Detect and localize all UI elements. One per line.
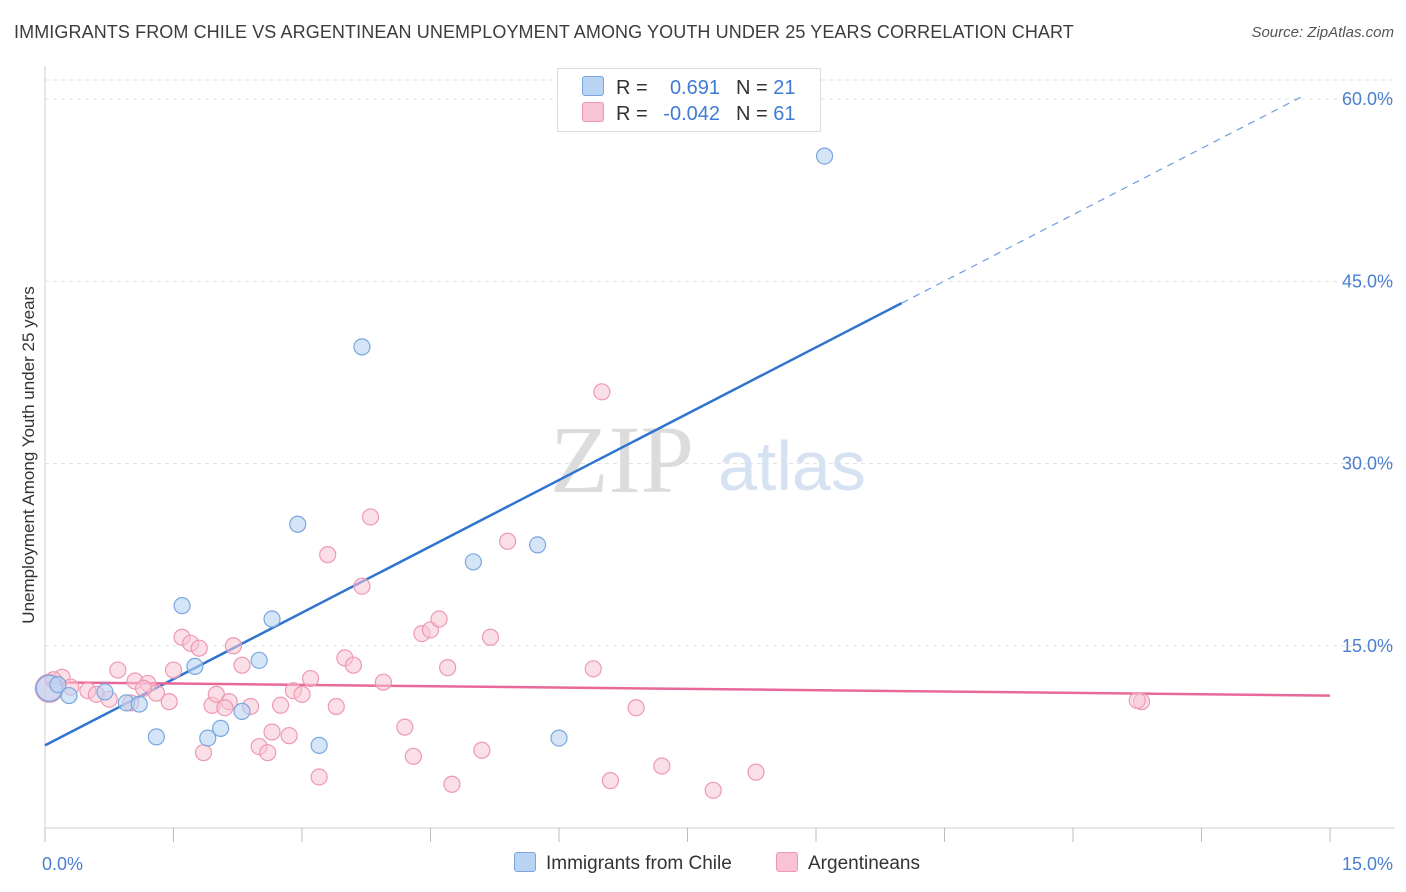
chile-swatch — [514, 852, 536, 872]
n-label: N = — [736, 77, 768, 99]
argentineans-point — [653, 757, 671, 775]
legend-row-argentineans: R = -0.042 N = 61 — [582, 102, 796, 126]
r-value: -0.042 — [663, 103, 720, 125]
chile-point — [130, 695, 148, 713]
grid-lines — [45, 79, 1395, 647]
legend-row-chile: R = 0.691 N = 21 — [582, 76, 796, 100]
data-points — [34, 147, 1151, 799]
argentineans-point — [160, 693, 178, 711]
argentineans-point — [443, 775, 461, 793]
argentineans-point — [327, 697, 345, 716]
r-label: R = — [616, 103, 648, 125]
y-tick-labels: 15.0% 30.0% 45.0% 60.0% — [1342, 89, 1393, 656]
chile-trend-extension — [901, 94, 1305, 304]
argentineans-point — [473, 741, 491, 759]
chile-point — [49, 676, 67, 694]
legend-label-argentineans: Argentineans — [808, 853, 920, 874]
y-tick-label: 45.0% — [1342, 271, 1393, 291]
argentineans-point — [164, 661, 183, 679]
argentineans-point — [310, 768, 328, 786]
chile-point — [96, 683, 114, 701]
argentineans-point — [263, 723, 281, 741]
chile-point — [550, 729, 568, 747]
argentineans-trend-line — [44, 680, 1331, 697]
x-tick-label: 15.0% — [1342, 854, 1393, 874]
chile-point — [147, 728, 165, 746]
correlation-legend: R = 0.691 N = 21 R = -0.042 N = 61 — [557, 68, 821, 132]
chile-point — [233, 702, 251, 720]
chile-point — [173, 597, 191, 615]
y-tick-label: 60.0% — [1342, 89, 1393, 109]
watermark-atlas: atlas — [718, 427, 866, 505]
chile-point — [212, 719, 230, 737]
argentineans-point — [374, 673, 392, 691]
bottom-legend-argentineans: Argentineans — [776, 852, 920, 876]
argentineans-point — [704, 781, 722, 799]
chile-point — [528, 536, 547, 554]
argentineans-point — [280, 727, 298, 745]
argentineans-point — [194, 744, 213, 762]
argentineans-point — [319, 546, 337, 564]
argentineans-point — [439, 659, 457, 677]
argentineans-point — [190, 639, 208, 657]
chile-point — [199, 729, 217, 747]
argentineans-point — [593, 383, 611, 401]
chile-swatch — [582, 76, 604, 96]
chile-trend-line — [44, 302, 903, 747]
y-tick-label: 15.0% — [1342, 636, 1393, 656]
argentineans-point — [584, 660, 602, 678]
chile-point — [60, 686, 78, 705]
chile-point — [815, 147, 834, 165]
chart-title: IMMIGRANTS FROM CHILE VS ARGENTINEAN UNE… — [14, 22, 1074, 42]
chile-point — [250, 651, 268, 669]
r-label: R = — [616, 77, 648, 99]
y-tick-label: 30.0% — [1342, 454, 1393, 474]
argentineans-point — [361, 508, 380, 526]
n-value: 21 — [773, 77, 796, 99]
argentineans-point — [344, 656, 362, 674]
argentineans-point — [301, 669, 320, 688]
argentineans-point — [601, 772, 620, 790]
legend-label-chile: Immigrants from Chile — [546, 853, 732, 874]
chile-point — [310, 736, 328, 754]
argentineans-point — [499, 532, 517, 550]
argentineans-point — [134, 679, 153, 697]
argentineans-point — [207, 685, 225, 703]
argentineans-point — [481, 628, 500, 646]
chile-point — [186, 657, 204, 676]
argentineans-point — [396, 718, 414, 736]
argentineans-point — [353, 577, 371, 595]
argentineans-point — [430, 610, 448, 628]
argentineans-point — [747, 763, 765, 781]
r-value: 0.691 — [669, 77, 720, 99]
argentineans-swatch — [582, 102, 604, 122]
argentineans-point — [404, 747, 422, 765]
trend-lines — [44, 94, 1331, 747]
argentineans-point — [233, 656, 251, 674]
bottom-legend-chile: Immigrants from Chile — [514, 852, 732, 876]
chile-point — [353, 338, 371, 356]
argentineans-point — [109, 661, 127, 679]
argentineans-point — [259, 744, 277, 762]
source-label: Source: ZipAtlas.com — [1251, 24, 1394, 41]
argentineans-swatch — [776, 852, 798, 872]
argentineans-point — [271, 696, 290, 714]
argentineans-point — [224, 637, 243, 655]
n-value: 61 — [773, 103, 796, 125]
argentineans-point — [1128, 691, 1146, 710]
n-label: N = — [736, 103, 768, 125]
x-tick-label: 0.0% — [42, 854, 83, 874]
argentineans-point — [293, 685, 311, 703]
chile-point — [263, 610, 281, 628]
argentineans-point — [216, 699, 234, 717]
argentineans-point — [627, 699, 645, 717]
y-axis-label: Unemployment Among Youth under 25 years — [19, 286, 38, 623]
x-tick-labels: 0.0% 15.0% — [42, 854, 1393, 874]
chile-point — [464, 553, 482, 571]
chile-point — [289, 515, 307, 533]
